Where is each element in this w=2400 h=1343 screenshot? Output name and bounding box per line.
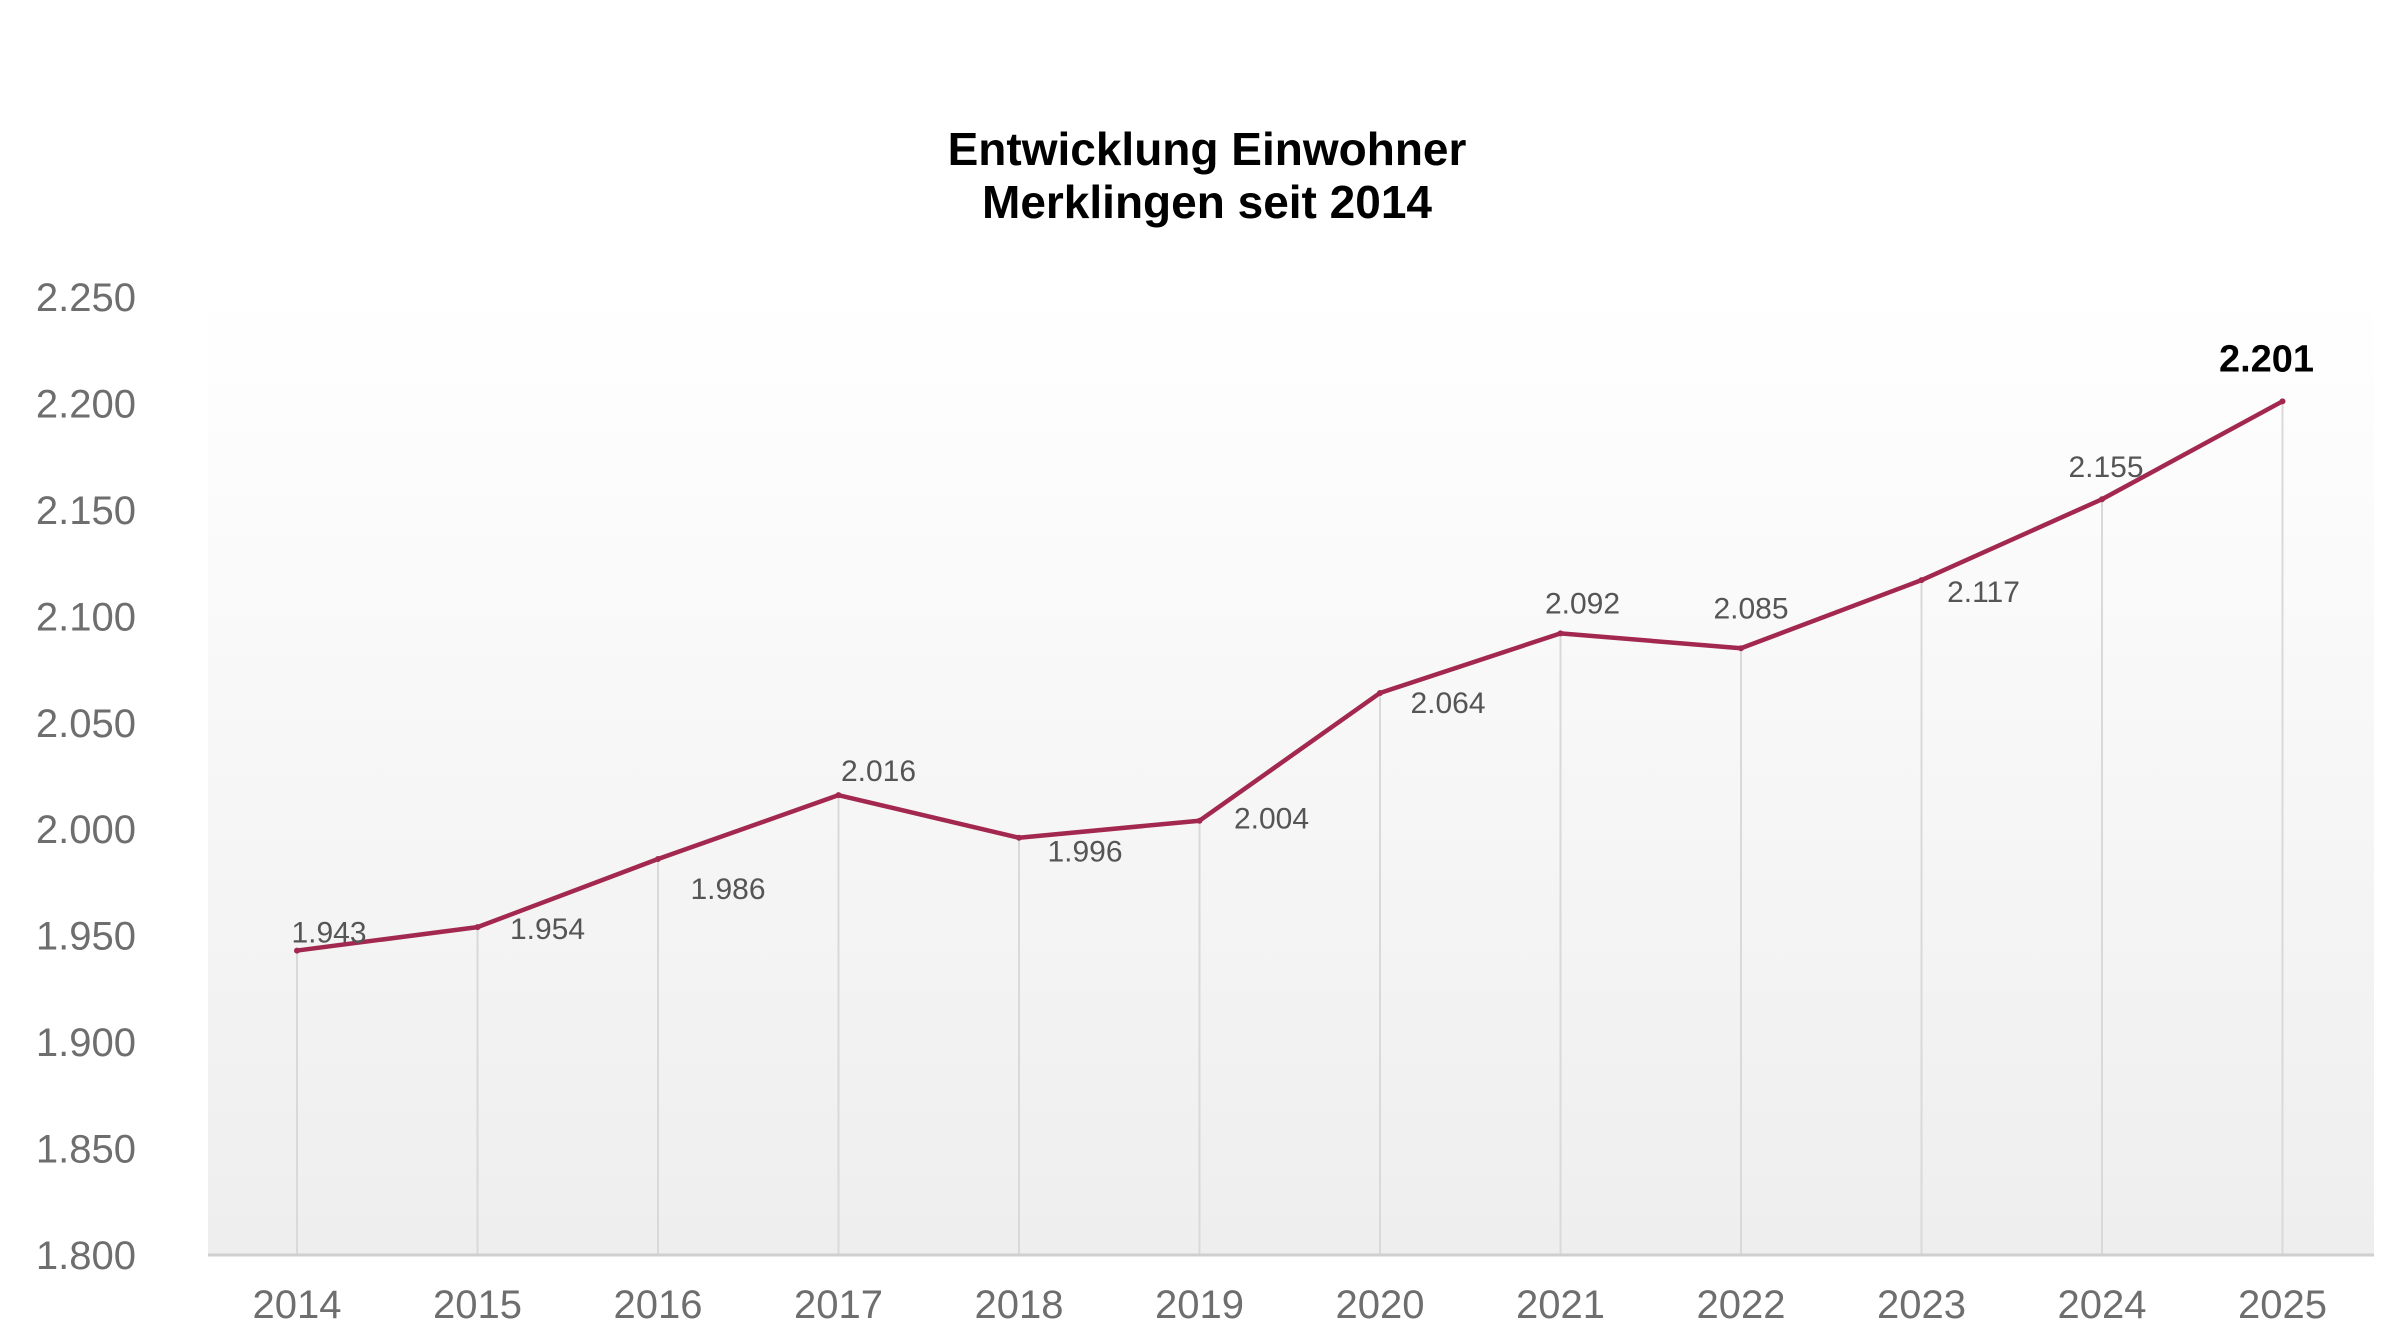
y-tick-label: 1.950 xyxy=(36,915,136,959)
x-tick-label: 2018 xyxy=(975,1283,1064,1327)
x-tick-label: 2023 xyxy=(1877,1283,1966,1327)
data-label: 1.943 xyxy=(291,917,366,950)
data-label: 2.016 xyxy=(841,755,916,788)
y-tick-label: 2.000 xyxy=(36,808,136,852)
data-label: 1.954 xyxy=(510,913,585,946)
y-tick-label: 1.800 xyxy=(36,1234,136,1278)
data-labels: 1.943 1.954 1.986 2.016 1.996 2.004 2.064 2.092… xyxy=(291,338,2314,949)
y-tick-label: 1.900 xyxy=(36,1021,136,1065)
y-tick-label: 2.150 xyxy=(36,489,136,533)
data-label: 2.064 xyxy=(1410,687,1485,720)
data-point xyxy=(2279,398,2286,405)
data-label: 2.092 xyxy=(1545,587,1620,620)
series-line xyxy=(294,399,2285,953)
data-label: 2.155 xyxy=(2068,451,2143,484)
data-label: 2.085 xyxy=(1713,592,1788,625)
data-point xyxy=(2099,496,2105,503)
x-tick-label: 2024 xyxy=(2058,1283,2147,1327)
data-point xyxy=(474,924,481,931)
chart-title-line-1: Entwicklung Einwohner xyxy=(948,123,1467,175)
data-point xyxy=(1377,689,1383,696)
data-point xyxy=(1918,577,1925,584)
x-tick-label: 2021 xyxy=(1516,1283,1605,1327)
y-tick-label: 2.200 xyxy=(36,382,136,426)
x-tick-label: 2025 xyxy=(2238,1283,2327,1327)
data-point xyxy=(1016,834,1022,841)
data-point xyxy=(1557,630,1564,637)
data-point xyxy=(1738,645,1744,652)
x-tick-label: 2016 xyxy=(614,1283,703,1327)
data-series xyxy=(294,398,2286,954)
data-point xyxy=(835,792,842,799)
data-label-highlighted: 2.201 xyxy=(2219,338,2314,380)
data-label: 2.004 xyxy=(1234,803,1309,836)
chart-title: Entwicklung Einwohner Merklingen seit 20… xyxy=(948,123,1467,228)
plot-background xyxy=(208,290,2374,1255)
x-axis-ticks: 2014 2015 2016 2017 2018 2019 2020 2021 2022 2023… xyxy=(253,1283,2327,1327)
x-tick-label: 2019 xyxy=(1155,1283,1244,1327)
x-tick-label: 2015 xyxy=(433,1283,522,1327)
x-tick-label: 2020 xyxy=(1336,1283,1425,1327)
grid-lines xyxy=(296,401,2284,1255)
x-tick-label: 2022 xyxy=(1697,1283,1786,1327)
data-point xyxy=(655,856,661,863)
y-axis-ticks: 1.800 1.850 1.900 1.950 2.000 2.050 2.100 2.150… xyxy=(36,276,136,1278)
data-point xyxy=(294,947,300,954)
chart-title-line-2: Merklingen seit 2014 xyxy=(982,176,1432,228)
y-tick-label: 2.100 xyxy=(36,595,136,639)
data-label: 1.996 xyxy=(1047,836,1122,869)
data-point xyxy=(1196,817,1203,824)
y-tick-label: 2.050 xyxy=(36,702,136,746)
data-label: 1.986 xyxy=(690,873,765,906)
y-tick-label: 2.250 xyxy=(36,276,136,320)
x-tick-label: 2017 xyxy=(794,1283,883,1327)
y-tick-label: 1.850 xyxy=(36,1128,136,1172)
data-label: 2.117 xyxy=(1947,576,2020,609)
x-tick-label: 2014 xyxy=(253,1283,342,1327)
